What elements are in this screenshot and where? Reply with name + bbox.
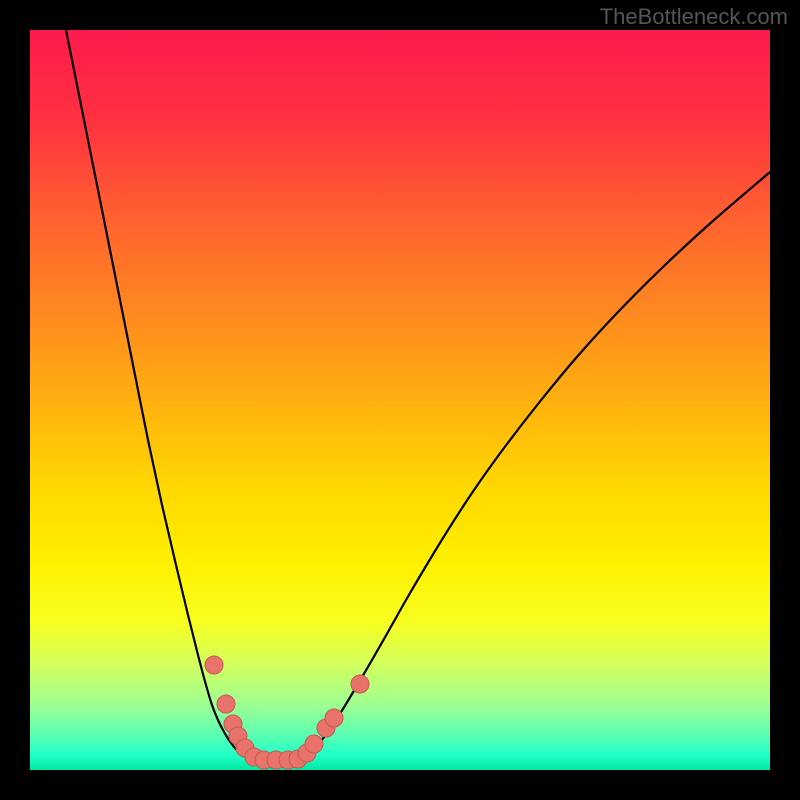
marker-point [351, 675, 369, 693]
marker-point [325, 709, 343, 727]
left-curve [66, 30, 274, 760]
marker-group [205, 656, 369, 769]
right-curve [274, 172, 770, 760]
marker-point [205, 656, 223, 674]
curve-layer [30, 30, 770, 770]
marker-point [217, 695, 235, 713]
plot-area [30, 30, 770, 770]
marker-point [305, 735, 323, 753]
watermark-text: TheBottleneck.com [600, 4, 788, 30]
